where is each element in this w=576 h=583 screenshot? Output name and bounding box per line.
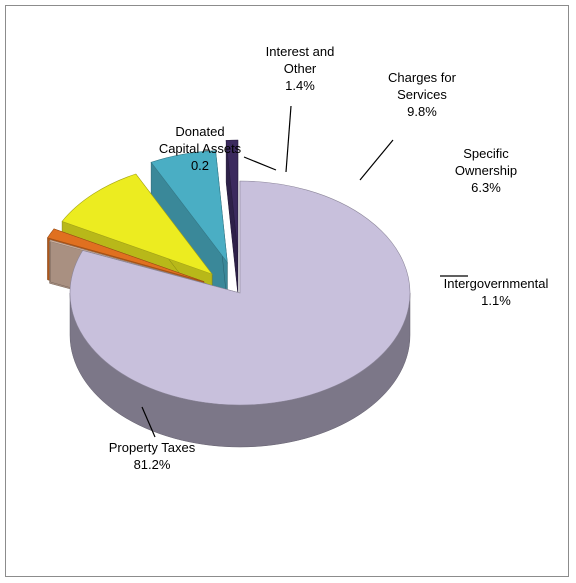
data-label-5-line-0: Intergovernmental <box>444 276 549 291</box>
data-label-1-line-1: Capital Assets <box>159 141 242 156</box>
leader-line-2 <box>285 105 292 173</box>
data-label-1-line-2: 0.2 <box>191 158 209 173</box>
data-label-0-line-1: 81.2% <box>134 457 171 472</box>
data-label-3: Charges for Services 9.8% <box>388 70 457 119</box>
data-label-2-line-2: 1.4% <box>285 78 315 93</box>
data-label-2-line-0: Interest and <box>266 44 335 59</box>
pie-labels: Property Taxes 81.2% Donated Capital Assets… <box>109 44 549 472</box>
leader-line-1 <box>243 156 277 171</box>
leader-line-0 <box>141 406 156 438</box>
data-label-1-line-0: Donated <box>175 124 224 139</box>
data-label-0: Property Taxes 81.2% <box>109 440 196 472</box>
data-label-2: Interest and Other 1.4% <box>266 44 335 93</box>
slice-5-group <box>225 139 239 295</box>
pie-sides <box>47 139 411 448</box>
slice-0-group <box>69 180 411 448</box>
data-label-5-line-1: 1.1% <box>481 293 511 308</box>
data-label-4-line-2: 6.3% <box>471 180 501 195</box>
slice-1-top <box>49 239 207 285</box>
slice-4-top <box>150 150 228 264</box>
data-label-5: Intergovernmental 1.1% <box>444 276 549 308</box>
data-label-3-line-0: Charges for <box>388 70 457 85</box>
data-label-3-line-1: Services <box>397 87 447 102</box>
data-label-4-line-1: Ownership <box>455 163 517 178</box>
data-label-1: Donated Capital Assets 0.2 <box>159 124 242 173</box>
slice-3-top <box>61 173 213 275</box>
leader-line-3 <box>359 139 394 181</box>
data-label-3-line-2: 9.8% <box>407 104 437 119</box>
slice-2-top <box>47 228 205 282</box>
data-label-4: Specific Ownership 6.3% <box>455 146 517 195</box>
data-label-0-line-0: Property Taxes <box>109 440 196 455</box>
data-label-4-line-0: Specific <box>463 146 509 161</box>
data-label-2-line-1: Other <box>284 61 317 76</box>
slice-5-top <box>225 139 239 253</box>
slice-0-top <box>69 180 411 406</box>
